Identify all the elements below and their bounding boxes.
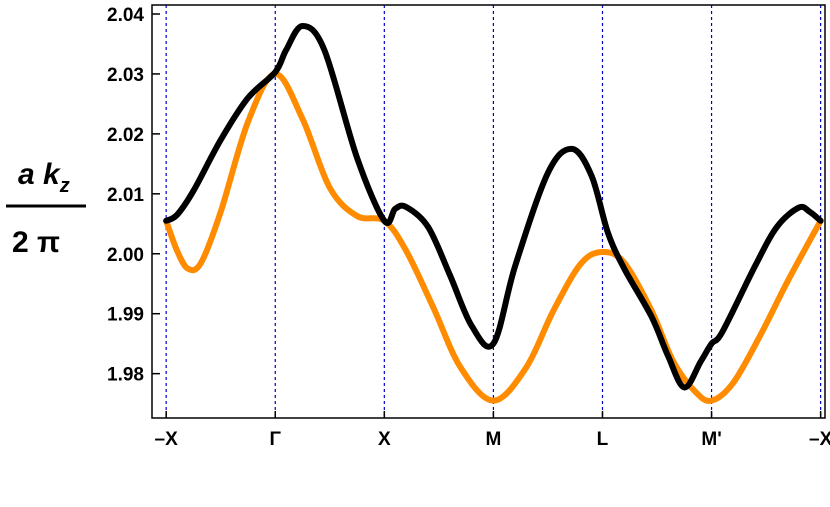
x-tick-label: M' [701, 429, 721, 450]
x-tick-label: L [597, 429, 609, 450]
y-axis-label-subscript: z [59, 175, 70, 197]
y-tick-label: 2.01 [107, 185, 144, 206]
series-lines [163, 22, 824, 404]
y-tick-label: 2.02 [107, 125, 144, 146]
x-tick-label: –X [155, 429, 179, 450]
y-tick-label: 1.99 [107, 305, 144, 326]
plot-border [151, 4, 826, 419]
y-axis-label-numerator: a kz [18, 158, 70, 197]
x-tick-label: M [485, 429, 501, 450]
y-axis-label-numerator-text: a k [18, 158, 61, 191]
y-tick-label: 2.00 [107, 245, 144, 266]
y-tick-label: 1.98 [107, 365, 144, 386]
x-tick-label: X [378, 429, 391, 450]
axis-ticks: 1.98 1.99 2.00 2.01 2.02 2.03 2.04 –X Γ X M L M' –X [107, 5, 830, 450]
y-tick-label: 2.03 [107, 65, 144, 86]
y-tick-label: 2.04 [107, 5, 144, 26]
x-tick-label: –X [809, 429, 830, 450]
series-line-0 [163, 70, 824, 404]
y-axis-label: a kz 2 π [6, 158, 86, 259]
gridlines [165, 5, 822, 418]
x-tick-label: Γ [270, 429, 282, 450]
y-axis-label-denominator: 2 π [12, 226, 60, 259]
plot-frame [151, 4, 826, 419]
series-line-1 [163, 22, 824, 391]
